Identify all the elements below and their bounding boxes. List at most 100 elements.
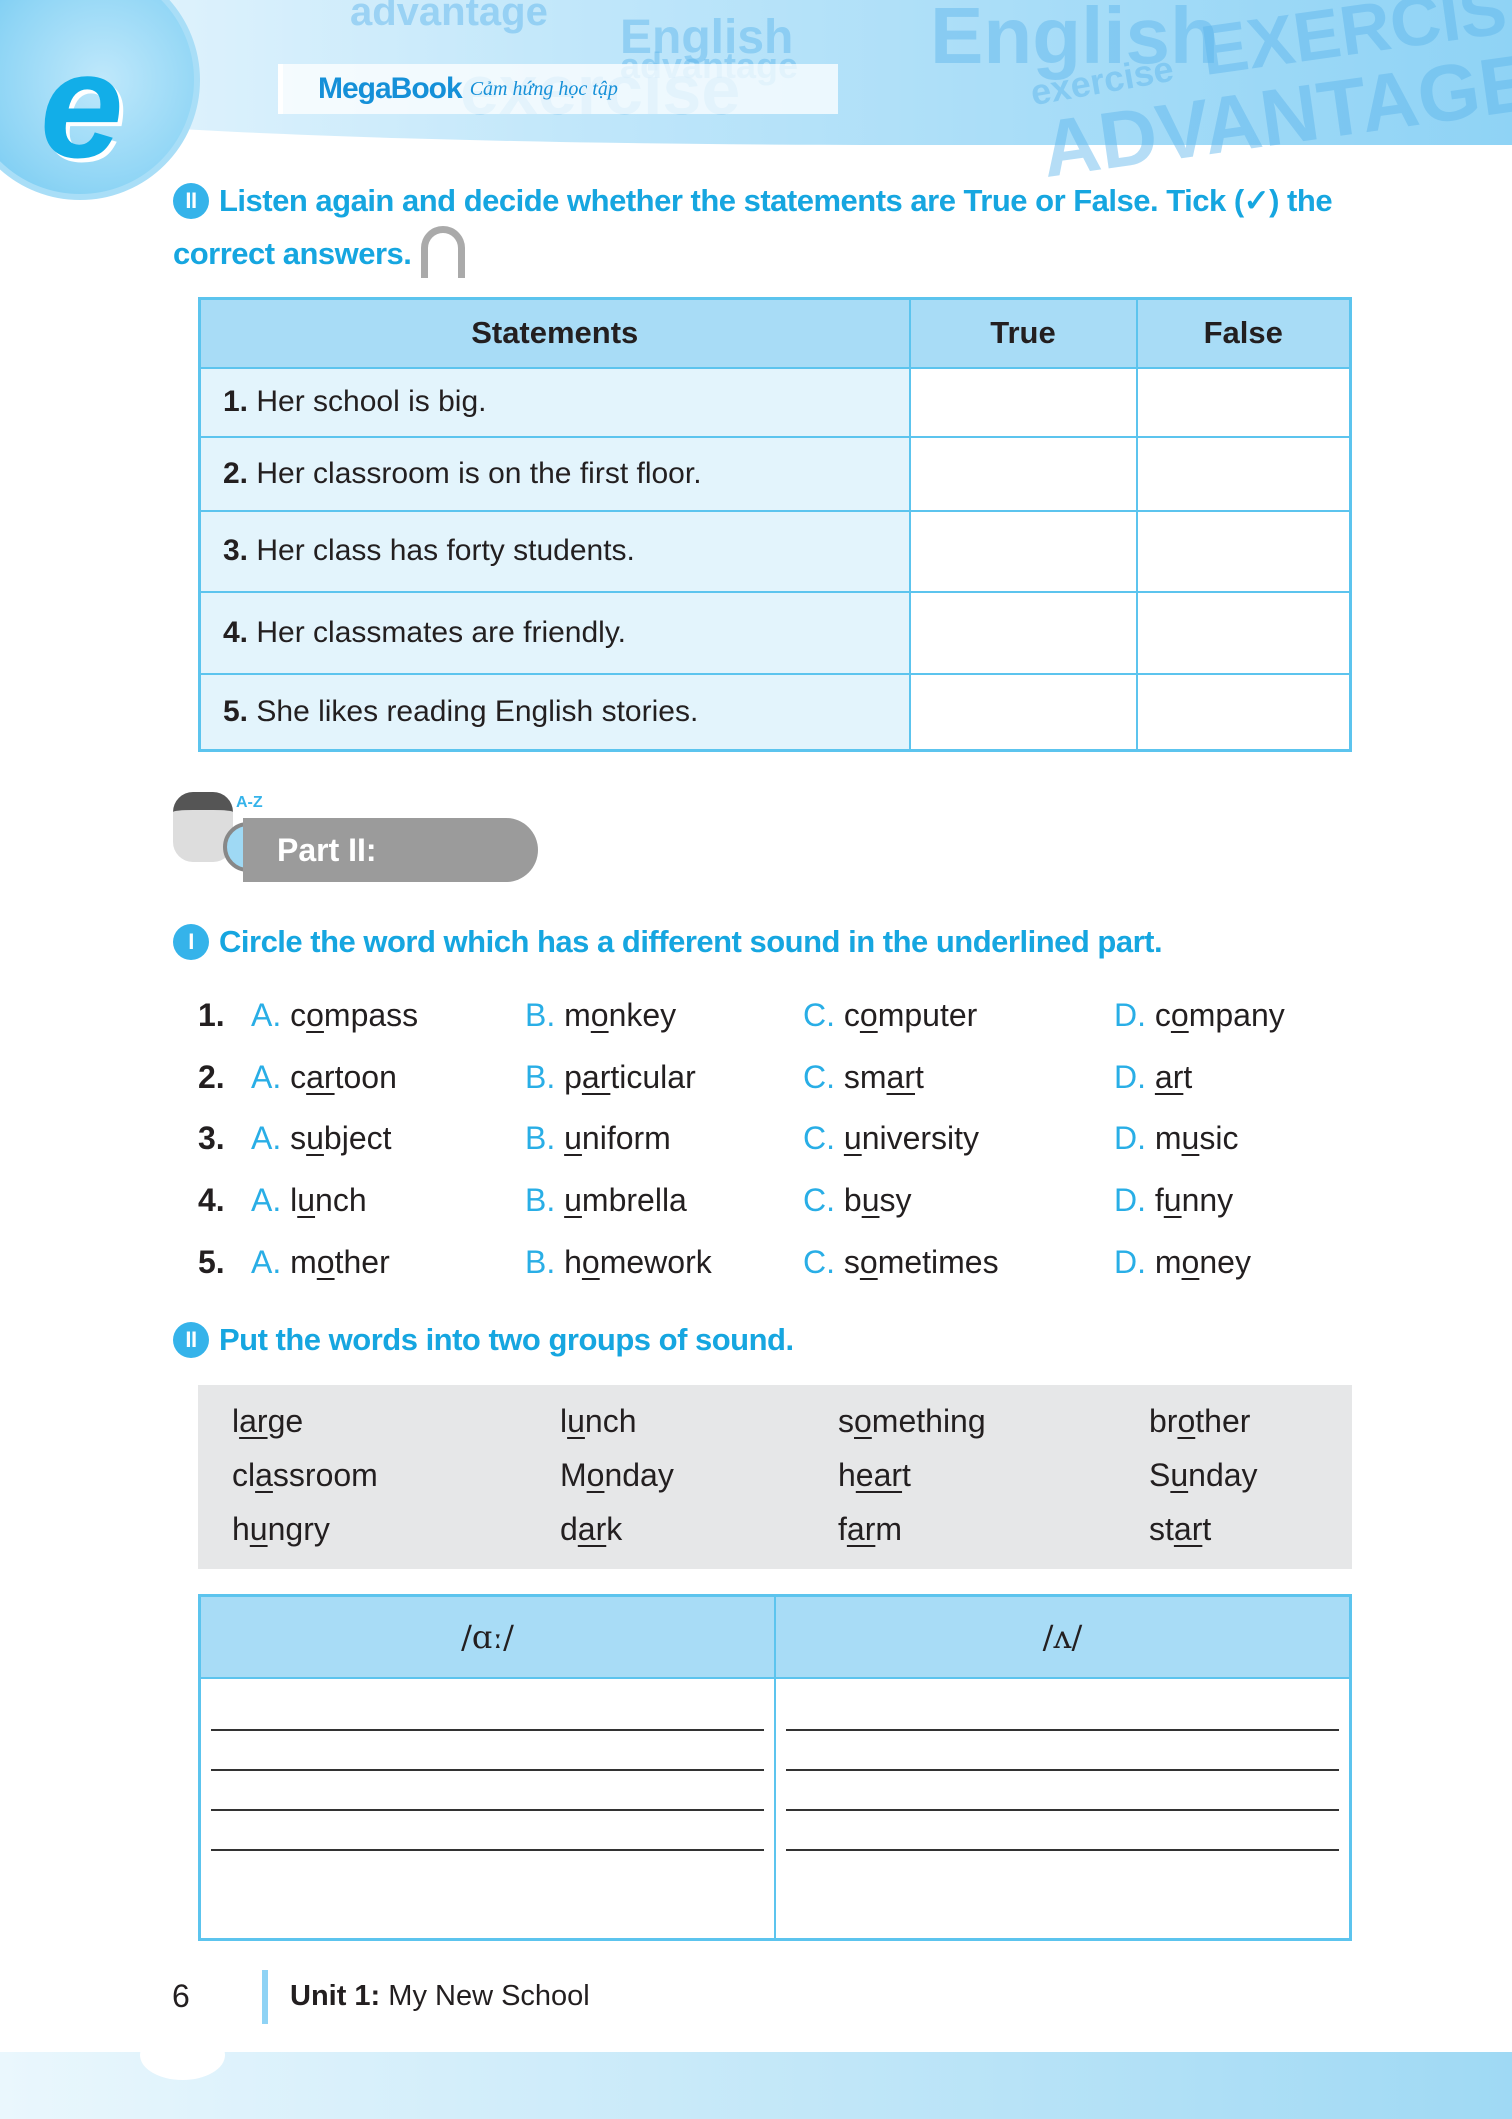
exercise-number-badge: II [173,1322,209,1358]
underlined-part: ar [846,1511,876,1547]
option-letter: D. [1114,997,1146,1033]
underlined-part: o [586,1457,605,1493]
word: sometimes [844,1244,999,1280]
word-part: bject [323,1120,392,1156]
sound-groups-table: /ɑː/ /ʌ/ [198,1594,1352,1941]
option-c[interactable]: C. busy [803,1175,911,1225]
answer-line[interactable] [211,1848,764,1851]
word-part: sic [1199,1120,1239,1156]
word-part: c [1154,997,1171,1033]
answer-line[interactable] [211,1768,764,1771]
true-tick-cell[interactable] [908,509,1138,593]
column-header-true: True [908,297,1138,369]
true-tick-cell[interactable] [908,366,1138,438]
underlined-part: u [249,1511,268,1547]
false-tick-cell[interactable] [1135,366,1352,438]
option-a[interactable]: A. mother [251,1237,390,1287]
underlined-part: o [1181,1244,1200,1280]
underlined-part: ar [886,1059,915,1095]
word-part: t [902,1457,911,1493]
option-d[interactable]: D. money [1114,1237,1251,1287]
option-d[interactable]: D. funny [1114,1175,1233,1225]
word-part: mpany [1188,997,1285,1033]
option-d[interactable]: D. art [1114,1052,1192,1102]
word-part: ssroom [272,1457,378,1493]
word-part: nkey [608,997,677,1033]
word-part: s [838,1403,854,1439]
word: art [1155,1059,1192,1095]
word-part: sy [879,1182,912,1218]
option-b[interactable]: B. uniform [525,1113,671,1163]
underlined-part: u [297,1182,316,1218]
word: cartoon [290,1059,397,1095]
word-box: large lunch something brother classroom Monda… [198,1385,1352,1569]
answer-line[interactable] [211,1728,764,1731]
word-part: b [843,1182,862,1218]
option-a[interactable]: A. lunch [251,1175,367,1225]
underlined-part: ar [1154,1059,1184,1095]
option-letter: D. [1114,1244,1146,1280]
statement-text: Her classmates are friendly. [256,615,626,649]
group-word: large [232,1403,303,1440]
word: funny [1155,1182,1233,1218]
word-part: niform [581,1120,671,1156]
true-tick-cell[interactable] [908,672,1138,752]
option-a[interactable]: A. subject [251,1113,392,1163]
word-part: mbrella [581,1182,687,1218]
answer-line[interactable] [786,1728,1339,1731]
answer-column-uh[interactable] [774,1676,1352,1941]
group-word: brother [1149,1403,1250,1440]
underlined-part: o [859,997,878,1033]
answer-line[interactable] [786,1768,1339,1771]
option-c[interactable]: C. computer [803,990,977,1040]
word: computer [844,997,977,1033]
option-letter: A. [251,1182,282,1218]
instruction-text: Circle the word which has a different so… [219,924,1163,959]
underlined-part: u [861,1182,880,1218]
word: umbrella [564,1182,687,1218]
word-part: m [1154,1120,1182,1156]
option-c[interactable]: C. smart [803,1052,924,1102]
statement-number: 1. [223,385,249,418]
option-b[interactable]: B. umbrella [525,1175,687,1225]
answer-line[interactable] [786,1848,1339,1851]
table-row: 4. Her classmates are friendly. [198,590,1352,675]
logo-e-icon: e [40,21,124,189]
underlined-part: ar [581,1059,611,1095]
false-tick-cell[interactable] [1135,509,1352,593]
statement-cell: 5. She likes reading English stories. [198,672,911,752]
page-number: 6 [172,1978,190,2014]
option-a[interactable]: A. cartoon [251,1052,397,1102]
option-letter: B. [525,1120,556,1156]
answer-column-a[interactable] [198,1676,776,1941]
false-tick-cell[interactable] [1135,590,1352,675]
option-b[interactable]: B. particular [525,1052,696,1102]
word-part: h [564,1244,582,1280]
instruction-true-false: II Listen again and decide whether the st… [173,175,1353,279]
option-d[interactable]: D. company [1114,990,1285,1040]
true-tick-cell[interactable] [908,590,1138,675]
option-c[interactable]: C. sometimes [803,1237,999,1287]
question-number: 4. [198,1182,225,1218]
answer-line[interactable] [211,1808,764,1811]
watermark-text: advantage [350,0,548,34]
true-tick-cell[interactable] [908,435,1138,512]
footer-divider [262,1970,268,2024]
answer-line[interactable] [786,1808,1339,1811]
word-part: s [843,1244,860,1280]
option-letter: B. [525,1059,556,1095]
option-letter: B. [525,1244,556,1280]
option-b[interactable]: B. monkey [525,990,676,1040]
option-letter: C. [803,997,835,1033]
option-c[interactable]: C. university [803,1113,979,1163]
underlined-part: o [859,1244,878,1280]
false-tick-cell[interactable] [1135,672,1352,752]
option-b[interactable]: B. homework [525,1237,712,1287]
option-a[interactable]: A. compass [251,990,418,1040]
option-letter: C. [803,1059,835,1095]
option-letter: A. [251,1244,282,1280]
false-tick-cell[interactable] [1135,435,1352,512]
column-header-false: False [1135,297,1352,369]
az-label: A-Z [236,794,263,811]
option-d[interactable]: D. music [1114,1113,1238,1163]
